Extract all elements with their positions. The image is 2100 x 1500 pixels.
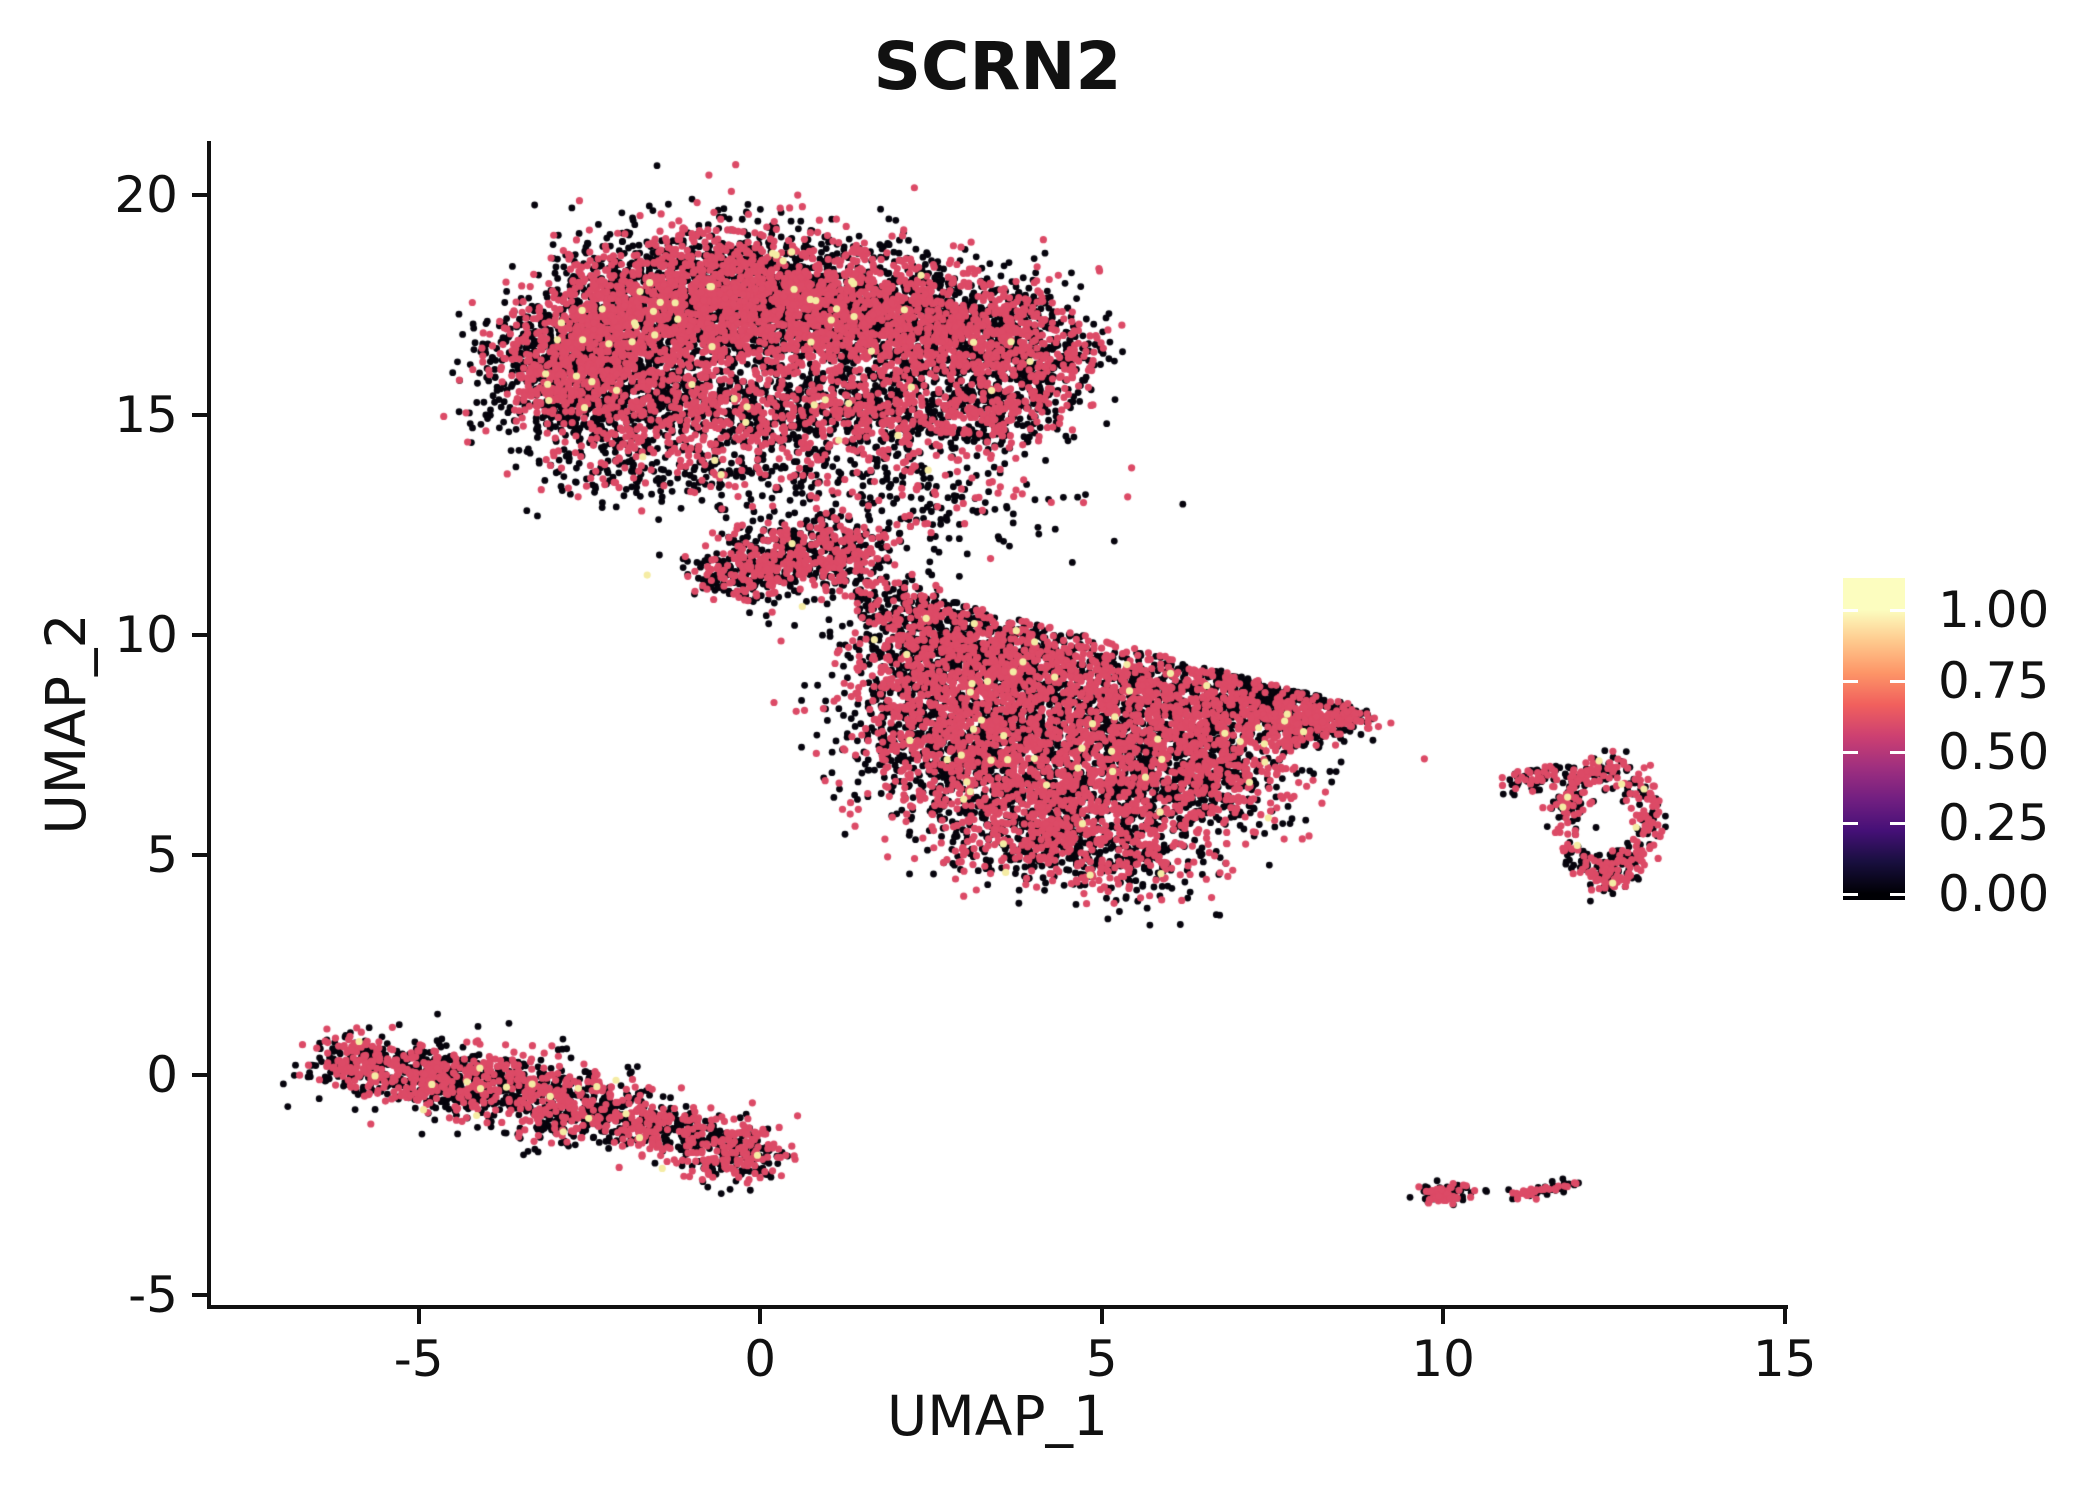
x-tick-label: -5 xyxy=(393,1330,444,1388)
x-tick xyxy=(758,1307,763,1324)
colorbar-tick xyxy=(1890,609,1905,612)
colorbar-tick-label: 1.00 xyxy=(1938,581,2050,639)
y-tick xyxy=(192,853,209,858)
x-tick-label: 15 xyxy=(1752,1330,1817,1388)
x-axis-label: UMAP_1 xyxy=(887,1384,1108,1448)
colorbar-tick-label: 0.75 xyxy=(1938,652,2050,710)
x-tick xyxy=(1441,1307,1446,1324)
x-tick-label: 0 xyxy=(744,1330,777,1388)
y-tick-label: 20 xyxy=(114,166,178,225)
colorbar-tick xyxy=(1843,680,1858,683)
colorbar-tick xyxy=(1890,893,1905,896)
y-tick xyxy=(192,413,209,418)
colorbar xyxy=(1843,578,1905,900)
x-tick xyxy=(1782,1307,1787,1324)
x-axis-line xyxy=(207,1305,1788,1309)
x-tick-label: 10 xyxy=(1411,1330,1475,1388)
y-tick xyxy=(192,1073,209,1078)
colorbar-tick-label: 0.25 xyxy=(1938,794,2050,852)
colorbar-tick xyxy=(1890,680,1905,683)
colorbar-tick xyxy=(1843,893,1858,896)
y-tick-label: -5 xyxy=(128,1266,178,1325)
y-tick-label: 5 xyxy=(146,826,178,885)
colorbar-tick xyxy=(1843,751,1858,754)
y-tick xyxy=(192,193,209,198)
colorbar-tick-label: 0.00 xyxy=(1938,865,2050,923)
colorbar-tick xyxy=(1890,751,1905,754)
x-tick xyxy=(416,1307,421,1324)
colorbar-gradient xyxy=(1843,578,1905,900)
y-axis-label: UMAP_2 xyxy=(34,613,98,835)
x-tick-label: 5 xyxy=(1085,1330,1118,1388)
y-tick-label: 15 xyxy=(114,386,178,445)
y-tick-label: 0 xyxy=(146,1046,178,1105)
x-tick xyxy=(1099,1307,1104,1324)
colorbar-tick xyxy=(1843,822,1858,825)
colorbar-tick xyxy=(1890,822,1905,825)
colorbar-tick-label: 0.50 xyxy=(1938,723,2050,781)
y-tick xyxy=(192,1293,209,1298)
y-tick xyxy=(192,633,209,638)
y-tick-label: 10 xyxy=(114,606,178,665)
plot-title: SCRN2 xyxy=(873,28,1122,105)
y-axis-line xyxy=(207,141,211,1309)
colorbar-tick xyxy=(1843,609,1858,612)
